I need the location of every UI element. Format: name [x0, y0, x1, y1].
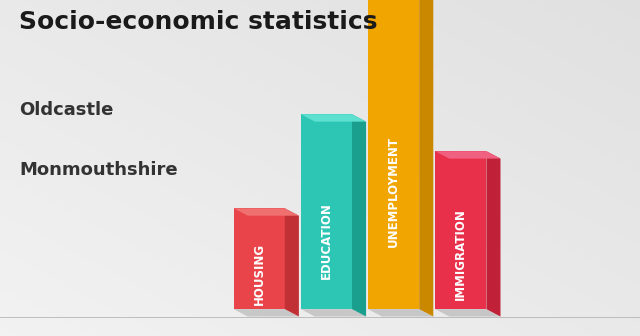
Polygon shape [419, 0, 433, 317]
Polygon shape [301, 309, 366, 317]
Text: Socio-economic statistics: Socio-economic statistics [19, 10, 378, 34]
Text: HOUSING: HOUSING [253, 243, 266, 305]
Polygon shape [368, 309, 433, 317]
Polygon shape [435, 151, 486, 309]
Polygon shape [301, 114, 366, 122]
Polygon shape [368, 0, 419, 309]
Polygon shape [435, 309, 500, 317]
Polygon shape [435, 151, 500, 159]
Text: IMMIGRATION: IMMIGRATION [454, 208, 467, 300]
Text: Monmouthshire: Monmouthshire [19, 161, 178, 179]
Polygon shape [234, 208, 299, 216]
Text: EDUCATION: EDUCATION [320, 203, 333, 279]
Polygon shape [352, 114, 366, 317]
Text: Oldcastle: Oldcastle [19, 101, 113, 119]
Polygon shape [234, 309, 299, 317]
Polygon shape [285, 208, 299, 317]
Polygon shape [486, 151, 500, 317]
Polygon shape [301, 114, 352, 309]
Polygon shape [234, 208, 285, 309]
Text: UNEMPLOYMENT: UNEMPLOYMENT [387, 136, 400, 247]
